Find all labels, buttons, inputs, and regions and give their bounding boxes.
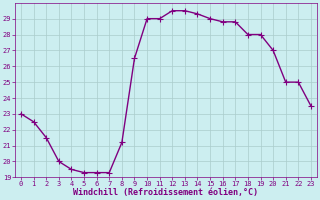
X-axis label: Windchill (Refroidissement éolien,°C): Windchill (Refroidissement éolien,°C)	[74, 188, 259, 197]
